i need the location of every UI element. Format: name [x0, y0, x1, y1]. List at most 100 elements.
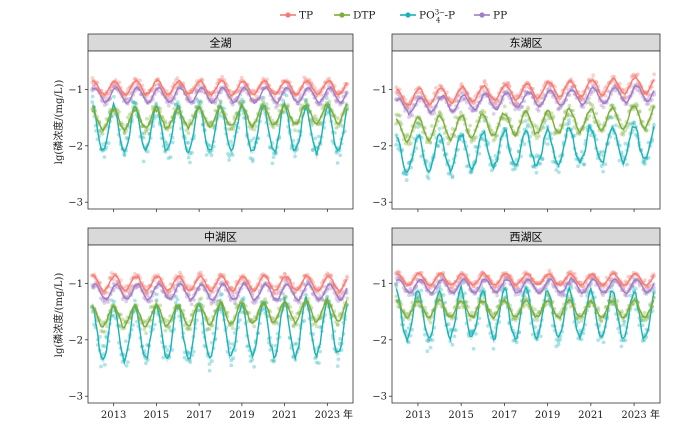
data-point-po4	[165, 143, 170, 148]
data-point-tp	[506, 81, 510, 86]
data-point-po4	[582, 162, 586, 167]
data-point-tp	[234, 279, 239, 284]
data-point-po4	[454, 328, 458, 332]
data-point-dtp	[213, 108, 218, 113]
data-point-po4	[511, 167, 515, 172]
data-point-dtp	[645, 317, 649, 321]
data-point-tp	[107, 276, 112, 280]
data-point-dtp	[513, 316, 517, 321]
data-point-po4	[545, 142, 550, 147]
data-point-tp	[220, 74, 225, 79]
data-point-pp	[344, 90, 349, 95]
data-point-dtp	[609, 103, 613, 108]
data-point-po4	[567, 118, 571, 122]
data-point-dtp	[545, 113, 550, 118]
data-point-dtp	[243, 310, 247, 315]
data-point-dtp	[131, 104, 136, 109]
data-point-tp	[578, 96, 583, 100]
data-point-dtp	[536, 310, 541, 314]
data-point-po4	[293, 154, 297, 159]
x-tick-label: 2023	[621, 410, 646, 421]
data-point-tp	[651, 272, 656, 277]
data-point-pp	[157, 280, 162, 285]
data-point-tp	[327, 76, 332, 81]
data-point-po4	[419, 288, 424, 293]
data-point-dtp	[330, 313, 335, 318]
data-point-tp	[316, 89, 321, 94]
data-point-po4	[526, 122, 530, 127]
data-point-tp	[493, 101, 498, 106]
data-point-po4	[471, 346, 476, 351]
data-point-dtp	[119, 312, 123, 317]
data-point-dtp	[261, 101, 266, 105]
data-point-po4	[425, 338, 429, 343]
data-point-pp	[416, 94, 420, 99]
data-point-po4	[557, 170, 561, 175]
data-point-dtp	[184, 128, 189, 133]
data-point-dtp	[250, 318, 255, 323]
data-point-dtp	[563, 307, 568, 312]
data-point-tp	[272, 291, 277, 296]
data-point-dtp	[651, 104, 656, 108]
data-point-pp	[504, 275, 508, 280]
data-point-pp	[591, 89, 595, 94]
data-point-po4	[145, 149, 150, 154]
data-point-dtp	[537, 134, 541, 139]
data-point-dtp	[489, 128, 494, 133]
data-point-po4	[616, 326, 620, 331]
data-point-po4	[199, 99, 204, 104]
data-point-tp	[283, 272, 287, 277]
data-point-po4	[229, 358, 234, 363]
data-point-pp	[623, 95, 627, 100]
data-point-po4	[477, 151, 482, 156]
data-point-tp	[450, 285, 454, 289]
data-point-dtp	[637, 109, 642, 114]
data-point-dtp	[92, 105, 96, 110]
data-point-dtp	[451, 315, 456, 320]
data-point-pp	[394, 282, 398, 286]
data-point-po4	[640, 323, 645, 328]
data-point-po4	[174, 102, 178, 107]
data-point-dtp	[651, 295, 656, 300]
data-point-tp	[569, 269, 574, 274]
data-point-po4	[646, 140, 651, 145]
data-point-po4	[145, 358, 150, 362]
data-point-pp	[228, 298, 233, 303]
data-point-dtp	[313, 117, 317, 122]
data-point-po4	[621, 155, 626, 160]
data-point-pp	[503, 276, 508, 280]
data-point-pp	[558, 292, 563, 297]
data-point-pp	[177, 83, 182, 88]
data-point-dtp	[229, 126, 234, 131]
data-point-po4	[101, 142, 106, 147]
data-point-dtp	[282, 296, 287, 300]
data-point-po4	[630, 122, 635, 126]
data-point-po4	[336, 357, 341, 362]
data-point-dtp	[453, 115, 458, 119]
data-point-dtp	[259, 300, 264, 305]
data-point-tp	[239, 75, 244, 80]
data-point-tp	[108, 275, 113, 280]
data-point-dtp	[295, 311, 300, 316]
data-point-tp	[394, 270, 399, 275]
data-point-tp	[302, 75, 307, 80]
data-point-pp	[635, 88, 640, 93]
data-point-dtp	[469, 137, 474, 142]
data-point-po4	[250, 157, 255, 162]
data-point-dtp	[459, 296, 463, 301]
data-point-po4	[153, 322, 157, 327]
data-point-po4	[556, 339, 561, 344]
data-point-tp	[437, 83, 442, 88]
y-axis-label: lg(磷浓度/(mg/L))	[52, 273, 65, 358]
data-point-dtp	[158, 106, 163, 111]
data-point-dtp	[642, 310, 647, 315]
data-point-dtp	[315, 324, 319, 329]
data-point-dtp	[122, 131, 127, 136]
data-point-dtp	[286, 103, 290, 107]
x-tick-label: 2015	[144, 410, 169, 421]
data-point-tp	[394, 85, 399, 90]
data-point-tp	[524, 84, 528, 89]
data-point-dtp	[335, 323, 340, 327]
data-point-po4	[281, 98, 286, 103]
data-point-tp	[117, 80, 122, 85]
